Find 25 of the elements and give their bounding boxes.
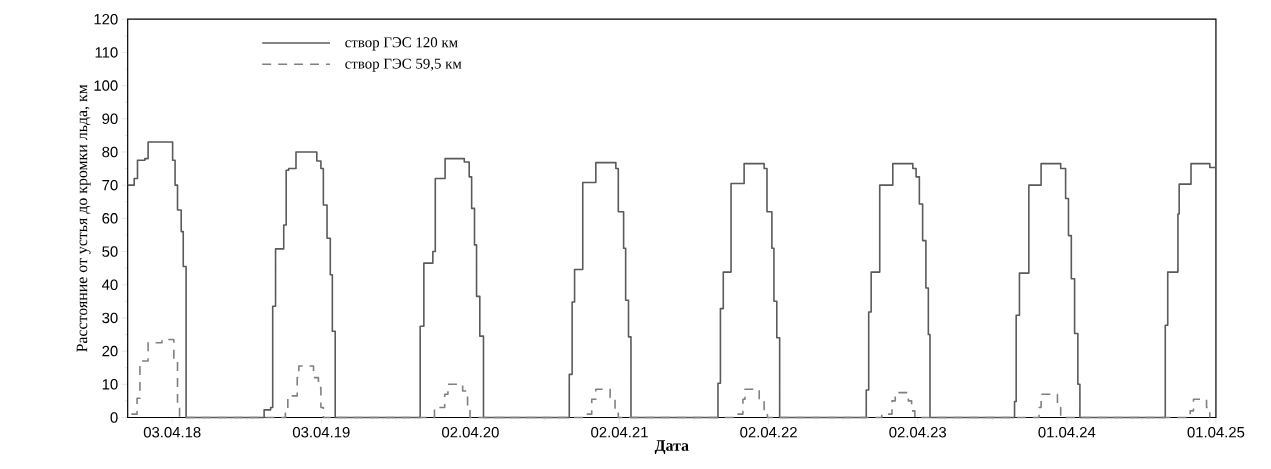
y-tick-label: 80 [102, 146, 118, 158]
x-tick-label: 02.04.22 [740, 426, 797, 438]
y-tick-label: 10 [102, 379, 118, 390]
y-tick-label: 70 [102, 179, 118, 191]
y-tick-label: 120 [94, 13, 118, 25]
legend-label: створ ГЭС 120 км [345, 37, 458, 51]
x-tick-label: 01.04.24 [1038, 426, 1096, 438]
x-axis-title: Дата [654, 440, 689, 455]
x-tick-label: 02.04.20 [442, 426, 499, 438]
x-tick-label: 02.04.21 [591, 426, 648, 438]
y-tick-label: 50 [102, 246, 118, 257]
x-tick-label: 01.04.25 [1187, 426, 1245, 438]
y-tick-label: 100 [94, 80, 118, 91]
x-tick-label: 03.04.19 [292, 426, 350, 438]
x-tick-label: 03.04.18 [143, 426, 201, 438]
y-tick-label: 0 [110, 412, 118, 423]
y-tick-label: 40 [102, 279, 118, 290]
legend-label: створ ГЭС 59,5 км [345, 58, 462, 72]
y-axis-title: Расстояние от устья до кромки льда, км [76, 84, 91, 352]
y-tick-label: 110 [95, 47, 118, 58]
x-tick-label: 02.04.23 [889, 426, 947, 438]
y-tick-label: 90 [102, 113, 118, 125]
y-tick-label: 30 [102, 312, 118, 324]
y-tick-label: 60 [102, 213, 118, 224]
y-tick-label: 20 [102, 345, 118, 357]
